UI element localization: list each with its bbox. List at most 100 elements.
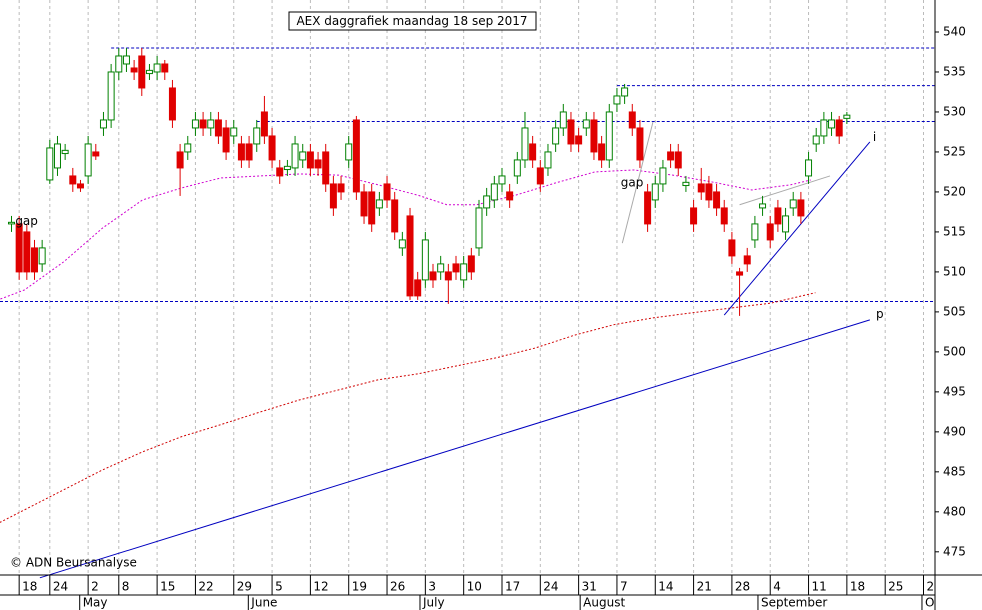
candle-body bbox=[130, 67, 138, 73]
y-tick-label: 510 bbox=[943, 264, 966, 278]
candle-body bbox=[774, 207, 782, 225]
candle-body bbox=[705, 183, 713, 201]
candle-body bbox=[398, 239, 406, 249]
y-tick-label: 535 bbox=[943, 64, 966, 78]
candle-body bbox=[276, 167, 284, 177]
candle-body bbox=[835, 119, 843, 137]
y-tick-label: 480 bbox=[943, 504, 966, 518]
candle-body bbox=[575, 135, 583, 145]
candle-body bbox=[682, 181, 690, 187]
candle-body bbox=[214, 119, 222, 137]
candle-body bbox=[590, 119, 598, 153]
candle-body bbox=[38, 247, 46, 265]
candle-body bbox=[475, 207, 483, 249]
candle-body bbox=[207, 119, 215, 129]
y-tick-label: 520 bbox=[943, 184, 966, 198]
candle-body bbox=[306, 151, 314, 169]
candle-body bbox=[46, 147, 54, 181]
chart-title: AEX daggrafiek maandag 18 sep 2017 bbox=[296, 14, 527, 28]
x-tick-label: 28 bbox=[735, 580, 750, 594]
candle-body bbox=[559, 111, 567, 129]
candle-body bbox=[291, 143, 299, 169]
candle-body bbox=[69, 175, 77, 185]
month-label: August bbox=[583, 596, 625, 610]
trend-line bbox=[723, 141, 871, 316]
candle-body bbox=[283, 165, 291, 171]
candle-body bbox=[552, 127, 560, 145]
candle-body bbox=[544, 151, 552, 169]
candle-body bbox=[674, 151, 682, 169]
credit: © ADN Beursanalyse bbox=[10, 556, 137, 570]
candle-body bbox=[751, 223, 759, 241]
candle-body bbox=[490, 183, 498, 201]
candle-body bbox=[345, 143, 353, 161]
x-tick-label: 31 bbox=[582, 580, 597, 594]
candle-body bbox=[728, 239, 736, 257]
marks bbox=[0, 47, 935, 579]
month-label: July bbox=[422, 596, 445, 610]
candle-body bbox=[222, 127, 230, 153]
y-tick-label: 495 bbox=[943, 384, 966, 398]
candle-body bbox=[659, 167, 667, 185]
candle-body bbox=[437, 263, 445, 273]
annotation: i bbox=[873, 130, 876, 144]
candle-body bbox=[53, 143, 61, 169]
candle-body bbox=[268, 135, 276, 161]
x-tick-label: 15 bbox=[160, 580, 175, 594]
candle-body bbox=[191, 119, 199, 129]
candle-body bbox=[153, 63, 161, 73]
candle-body bbox=[299, 151, 307, 161]
candle-body bbox=[713, 191, 721, 209]
candle-body bbox=[521, 127, 529, 161]
candle-body bbox=[621, 87, 629, 97]
candle-body bbox=[644, 191, 652, 225]
x-tick-label: 18 bbox=[850, 580, 865, 594]
y-tick-label: 530 bbox=[943, 104, 966, 118]
month-label: June bbox=[250, 596, 277, 610]
x-tick-label: 17 bbox=[505, 580, 520, 594]
candle-body bbox=[230, 127, 238, 137]
x-tick-label: 21 bbox=[697, 580, 712, 594]
candle-body bbox=[184, 143, 192, 153]
candle-body bbox=[168, 87, 176, 121]
candle-body bbox=[667, 151, 675, 161]
candle-body bbox=[628, 111, 636, 129]
x-tick-label: 18 bbox=[22, 580, 37, 594]
y-tick-label: 475 bbox=[943, 544, 966, 558]
y-tick-label: 490 bbox=[943, 424, 966, 438]
candle-body bbox=[613, 95, 621, 105]
candle-body bbox=[122, 55, 130, 65]
candle-body bbox=[237, 143, 245, 161]
moving-average bbox=[0, 292, 816, 523]
candle-body bbox=[76, 183, 84, 189]
candle-body bbox=[15, 223, 23, 273]
annotation: gap bbox=[15, 214, 38, 228]
candle-body bbox=[582, 119, 590, 129]
candle-body bbox=[161, 63, 169, 73]
candle-body bbox=[812, 135, 820, 145]
candle-body bbox=[61, 149, 69, 155]
candle-body bbox=[651, 183, 659, 201]
candle-body bbox=[513, 159, 521, 177]
month-label: O bbox=[925, 596, 934, 610]
candle-body bbox=[789, 199, 797, 209]
candle-body bbox=[30, 247, 38, 273]
x-tick-label: 24 bbox=[53, 580, 68, 594]
x-tick-label: 7 bbox=[620, 580, 628, 594]
candle-body bbox=[498, 175, 506, 185]
candle-body bbox=[743, 255, 751, 265]
candle-body bbox=[375, 199, 383, 209]
candle-body bbox=[92, 151, 100, 157]
annotation: gap bbox=[621, 176, 644, 190]
candle-body bbox=[329, 183, 337, 209]
annotation: p bbox=[876, 307, 884, 321]
y-tick-label: 525 bbox=[943, 144, 966, 158]
month-label: May bbox=[83, 596, 108, 610]
candle-body bbox=[245, 143, 253, 161]
candle-body bbox=[843, 114, 851, 119]
x-tick-label: 2 bbox=[927, 580, 935, 594]
candle-body bbox=[736, 271, 744, 276]
candle-body bbox=[766, 223, 774, 241]
candle-body bbox=[7, 221, 15, 225]
candle-body bbox=[828, 119, 836, 129]
